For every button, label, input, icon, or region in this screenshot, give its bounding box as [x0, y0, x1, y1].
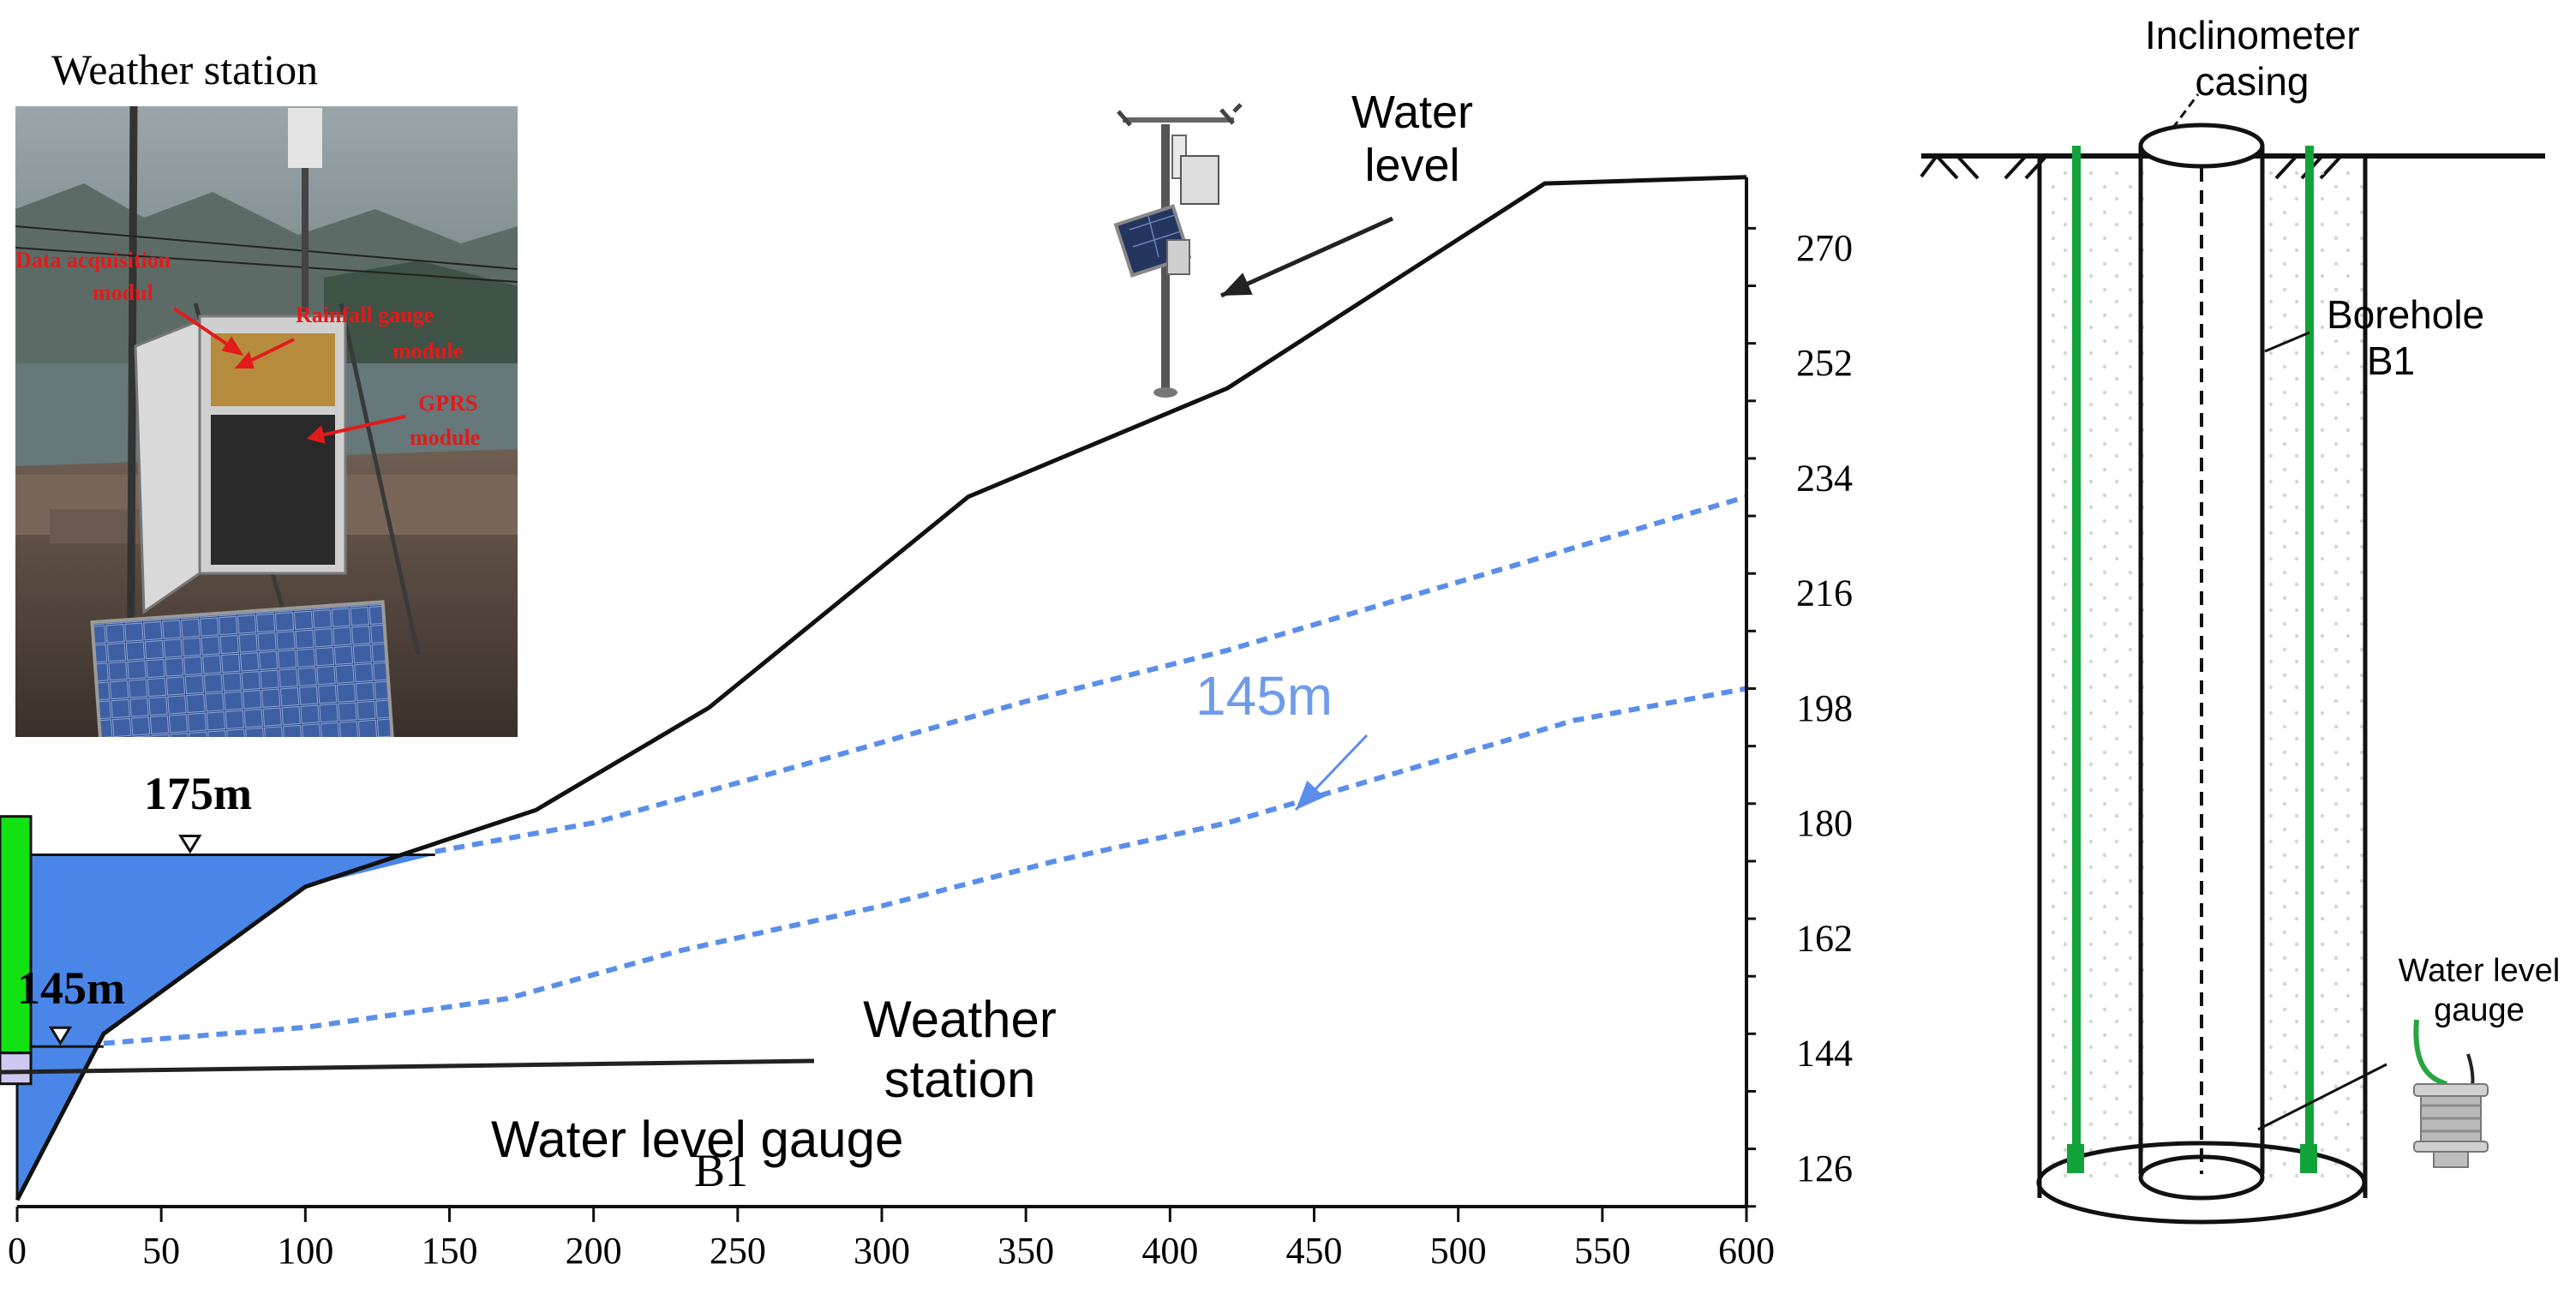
x-tick-label: 50 — [142, 1230, 180, 1272]
x-tick-label: 350 — [997, 1230, 1054, 1272]
label-borehole: Borehole — [2327, 292, 2485, 337]
marker-145m — [48, 1026, 73, 1046]
weather-station-photo: Data acquisition modul Rainfall gauge mo… — [15, 106, 518, 737]
x-tick-label: 600 — [1718, 1230, 1775, 1272]
label-water-level-gauge-right: Water level gauge — [2389, 951, 2569, 1030]
label-inclinometer: Inclinometer — [2145, 13, 2360, 57]
arrow-to-water-level-head — [1296, 780, 1325, 810]
label-inclinometer-casing: Inclinometer casing — [2145, 12, 2360, 105]
green-cable-left — [2072, 146, 2081, 1170]
label-casing: casing — [2195, 59, 2309, 104]
water-level-lower-line — [103, 686, 1747, 1046]
y-tick-label: 144 — [1796, 1033, 1853, 1075]
y-tick-label: 234 — [1796, 457, 1853, 499]
weather-station-icon — [1113, 103, 1243, 398]
y-tick-label: 126 — [1796, 1147, 1853, 1189]
y-tick-label: 252 — [1796, 342, 1853, 384]
label-weather-station-1: Water level — [1351, 87, 1473, 191]
label-borehole-b1: Borehole B1 — [2327, 291, 2485, 384]
y-tick-label: 162 — [1796, 917, 1853, 959]
x-tick-label: 150 — [422, 1230, 478, 1272]
reservoir-water — [17, 854, 435, 1201]
x-tick-label: 500 — [1430, 1230, 1487, 1272]
marker-175m — [178, 834, 202, 854]
water-level-upper-line — [434, 494, 1747, 854]
label-b1: Water level gauge — [491, 1111, 904, 1168]
x-tick-label: 100 — [277, 1230, 333, 1272]
x-tick-label: 200 — [566, 1230, 622, 1272]
photo-label-data-acquisition: Data acquisition — [15, 248, 171, 273]
label-water-level: 145m — [1195, 665, 1333, 727]
x-tick-label: 0 — [8, 1230, 27, 1272]
arrow-to-gauge-label — [0, 1058, 815, 1075]
photo-label-modul: modul — [93, 280, 153, 305]
green-cable-right — [2305, 146, 2314, 1170]
y-tick-label: 216 — [1796, 572, 1853, 614]
label-water-level-right: Water level — [2398, 953, 2561, 989]
photo-label-rainfall-module: module — [392, 338, 463, 363]
casing-top — [2138, 123, 2265, 169]
x-tick-label: 300 — [854, 1230, 910, 1272]
photo-label-rainfall: Rainfall gauge — [296, 303, 434, 327]
photo-title: Weather station — [51, 45, 319, 93]
x-tick-label: 450 — [1286, 1230, 1343, 1272]
photo-label-gprs-module: module — [410, 425, 480, 450]
label-145m: 145m — [17, 962, 125, 1014]
x-tick-label: 250 — [710, 1230, 766, 1272]
label-b1-right: B1 — [2366, 338, 2416, 383]
x-tick-label: 550 — [1574, 1230, 1631, 1272]
x-tick-label: 400 — [1141, 1230, 1198, 1272]
label-gauge-right: gauge — [2434, 992, 2525, 1028]
label-175m: 175m — [144, 768, 252, 819]
borehole-bottom — [2036, 1141, 2367, 1225]
arrow-to-weather-station — [1219, 216, 1394, 298]
label-water-level-gauge: Weather station — [863, 991, 1057, 1108]
y-tick-label: 180 — [1796, 802, 1853, 844]
borehole-b1-bar — [0, 815, 33, 1055]
y-tick-label: 198 — [1796, 687, 1853, 729]
label-e: B1 — [694, 1145, 749, 1196]
arrow-to-weather-station-head — [1221, 273, 1253, 296]
water-level-gauge-sensor — [0, 1051, 33, 1086]
borehole-schematic — [1920, 93, 2545, 1225]
slope-surface-line — [15, 175, 1747, 1201]
photo-label-gprs: GPRS — [418, 391, 477, 416]
water-level-gauge-photo — [2413, 1019, 2489, 1168]
y-tick-label: 270 — [1796, 227, 1853, 269]
